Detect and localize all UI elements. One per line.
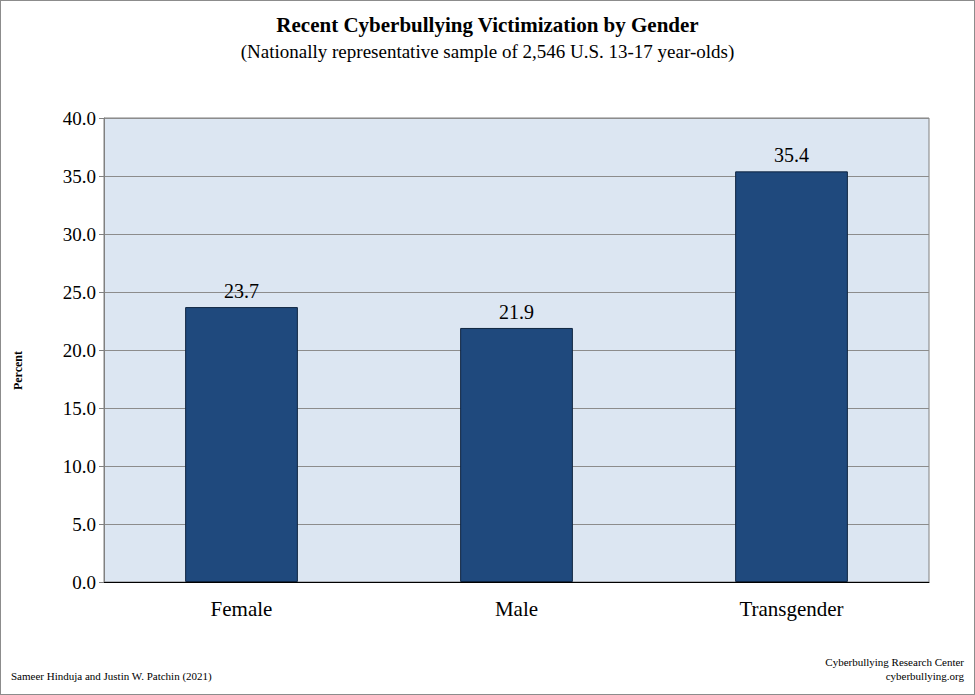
svg-text:Transgender: Transgender	[739, 597, 843, 621]
svg-text:20.0: 20.0	[63, 340, 96, 361]
svg-text:Male: Male	[495, 597, 538, 621]
svg-text:Percent: Percent	[11, 351, 25, 390]
svg-text:35.4: 35.4	[774, 144, 809, 166]
svg-text:25.0: 25.0	[63, 282, 96, 303]
svg-text:0.0: 0.0	[72, 572, 96, 593]
svg-text:5.0: 5.0	[72, 514, 96, 535]
svg-text:Recent Cyberbullying Victimiza: Recent Cyberbullying Victimization by Ge…	[276, 13, 698, 37]
svg-text:10.0: 10.0	[63, 456, 96, 477]
svg-text:40.0: 40.0	[63, 108, 96, 129]
svg-text:15.0: 15.0	[63, 398, 96, 419]
svg-text:23.7: 23.7	[224, 280, 259, 302]
svg-text:30.0: 30.0	[63, 224, 96, 245]
svg-text:(Nationally representative sam: (Nationally representative sample of 2,5…	[241, 41, 734, 63]
svg-text:21.9: 21.9	[499, 301, 534, 323]
svg-text:Sameer Hinduja and Justin W. P: Sameer Hinduja and Justin W. Patchin (20…	[11, 670, 212, 683]
svg-text:Female: Female	[211, 597, 273, 621]
svg-text:cyberbullying.org: cyberbullying.org	[886, 670, 965, 682]
svg-text:35.0: 35.0	[63, 166, 96, 187]
svg-text:Cyberbullying Research Center: Cyberbullying Research Center	[825, 656, 964, 668]
